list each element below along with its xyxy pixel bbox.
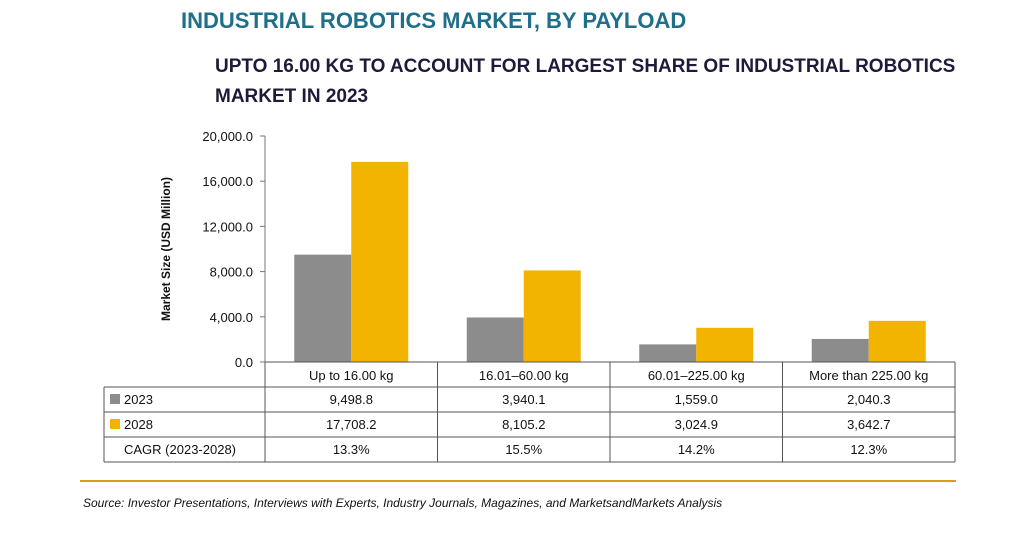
data-label: 1,559.0 — [675, 392, 718, 407]
category-label: Up to 16.00 kg — [309, 368, 394, 383]
bar-2028-3 — [868, 320, 926, 362]
category-label: 60.01–225.00 kg — [648, 368, 745, 383]
data-label: 3,940.1 — [502, 392, 545, 407]
y-tick-label: 12,000.0 — [202, 219, 253, 234]
chart-subtitle: UPTO 16.00 KG TO ACCOUNT FOR LARGEST SHA… — [215, 56, 956, 107]
page-title: INDUSTRIAL ROBOTICS MARKET, BY PAYLOAD — [181, 8, 687, 33]
data-label: 9,498.8 — [330, 392, 373, 407]
data-label: 2,040.3 — [847, 392, 890, 407]
y-tick-label: 8,000.0 — [210, 265, 253, 280]
cagr-value: 14.2% — [678, 442, 715, 457]
data-label: 8,105.2 — [502, 417, 545, 432]
bar-2023-1 — [466, 317, 524, 362]
bar-2023-2 — [639, 344, 697, 362]
legend-swatch-2023 — [110, 394, 120, 404]
data-label: 3,024.9 — [675, 417, 718, 432]
y-axis-label: Market Size (USD Million) — [159, 177, 173, 321]
legend-label: 2023 — [124, 392, 153, 407]
data-label: 17,708.2 — [326, 417, 377, 432]
legend-swatch-2028 — [110, 419, 120, 429]
cagr-value: 13.3% — [333, 442, 370, 457]
data-label: 3,642.7 — [847, 417, 890, 432]
source-note: Source: Investor Presentations, Intervie… — [83, 496, 723, 510]
legend-label: 2028 — [124, 417, 153, 432]
y-tick-label: 16,000.0 — [202, 174, 253, 189]
bar-2023-0 — [294, 254, 352, 362]
category-label: More than 225.00 kg — [809, 368, 928, 383]
y-tick-label: 0.0 — [235, 355, 253, 370]
cagr-value: 12.3% — [850, 442, 887, 457]
bar-2023-3 — [811, 338, 869, 362]
cagr-label: CAGR (2023-2028) — [124, 442, 236, 457]
divider-line — [80, 480, 956, 482]
y-tick-label: 20,000.0 — [202, 129, 253, 144]
category-label: 16.01–60.00 kg — [479, 368, 569, 383]
bar-2028-0 — [351, 161, 409, 362]
cagr-value: 15.5% — [505, 442, 542, 457]
y-tick-label: 4,000.0 — [210, 310, 253, 325]
bar-2028-1 — [523, 270, 581, 362]
bar-2028-2 — [696, 327, 754, 362]
